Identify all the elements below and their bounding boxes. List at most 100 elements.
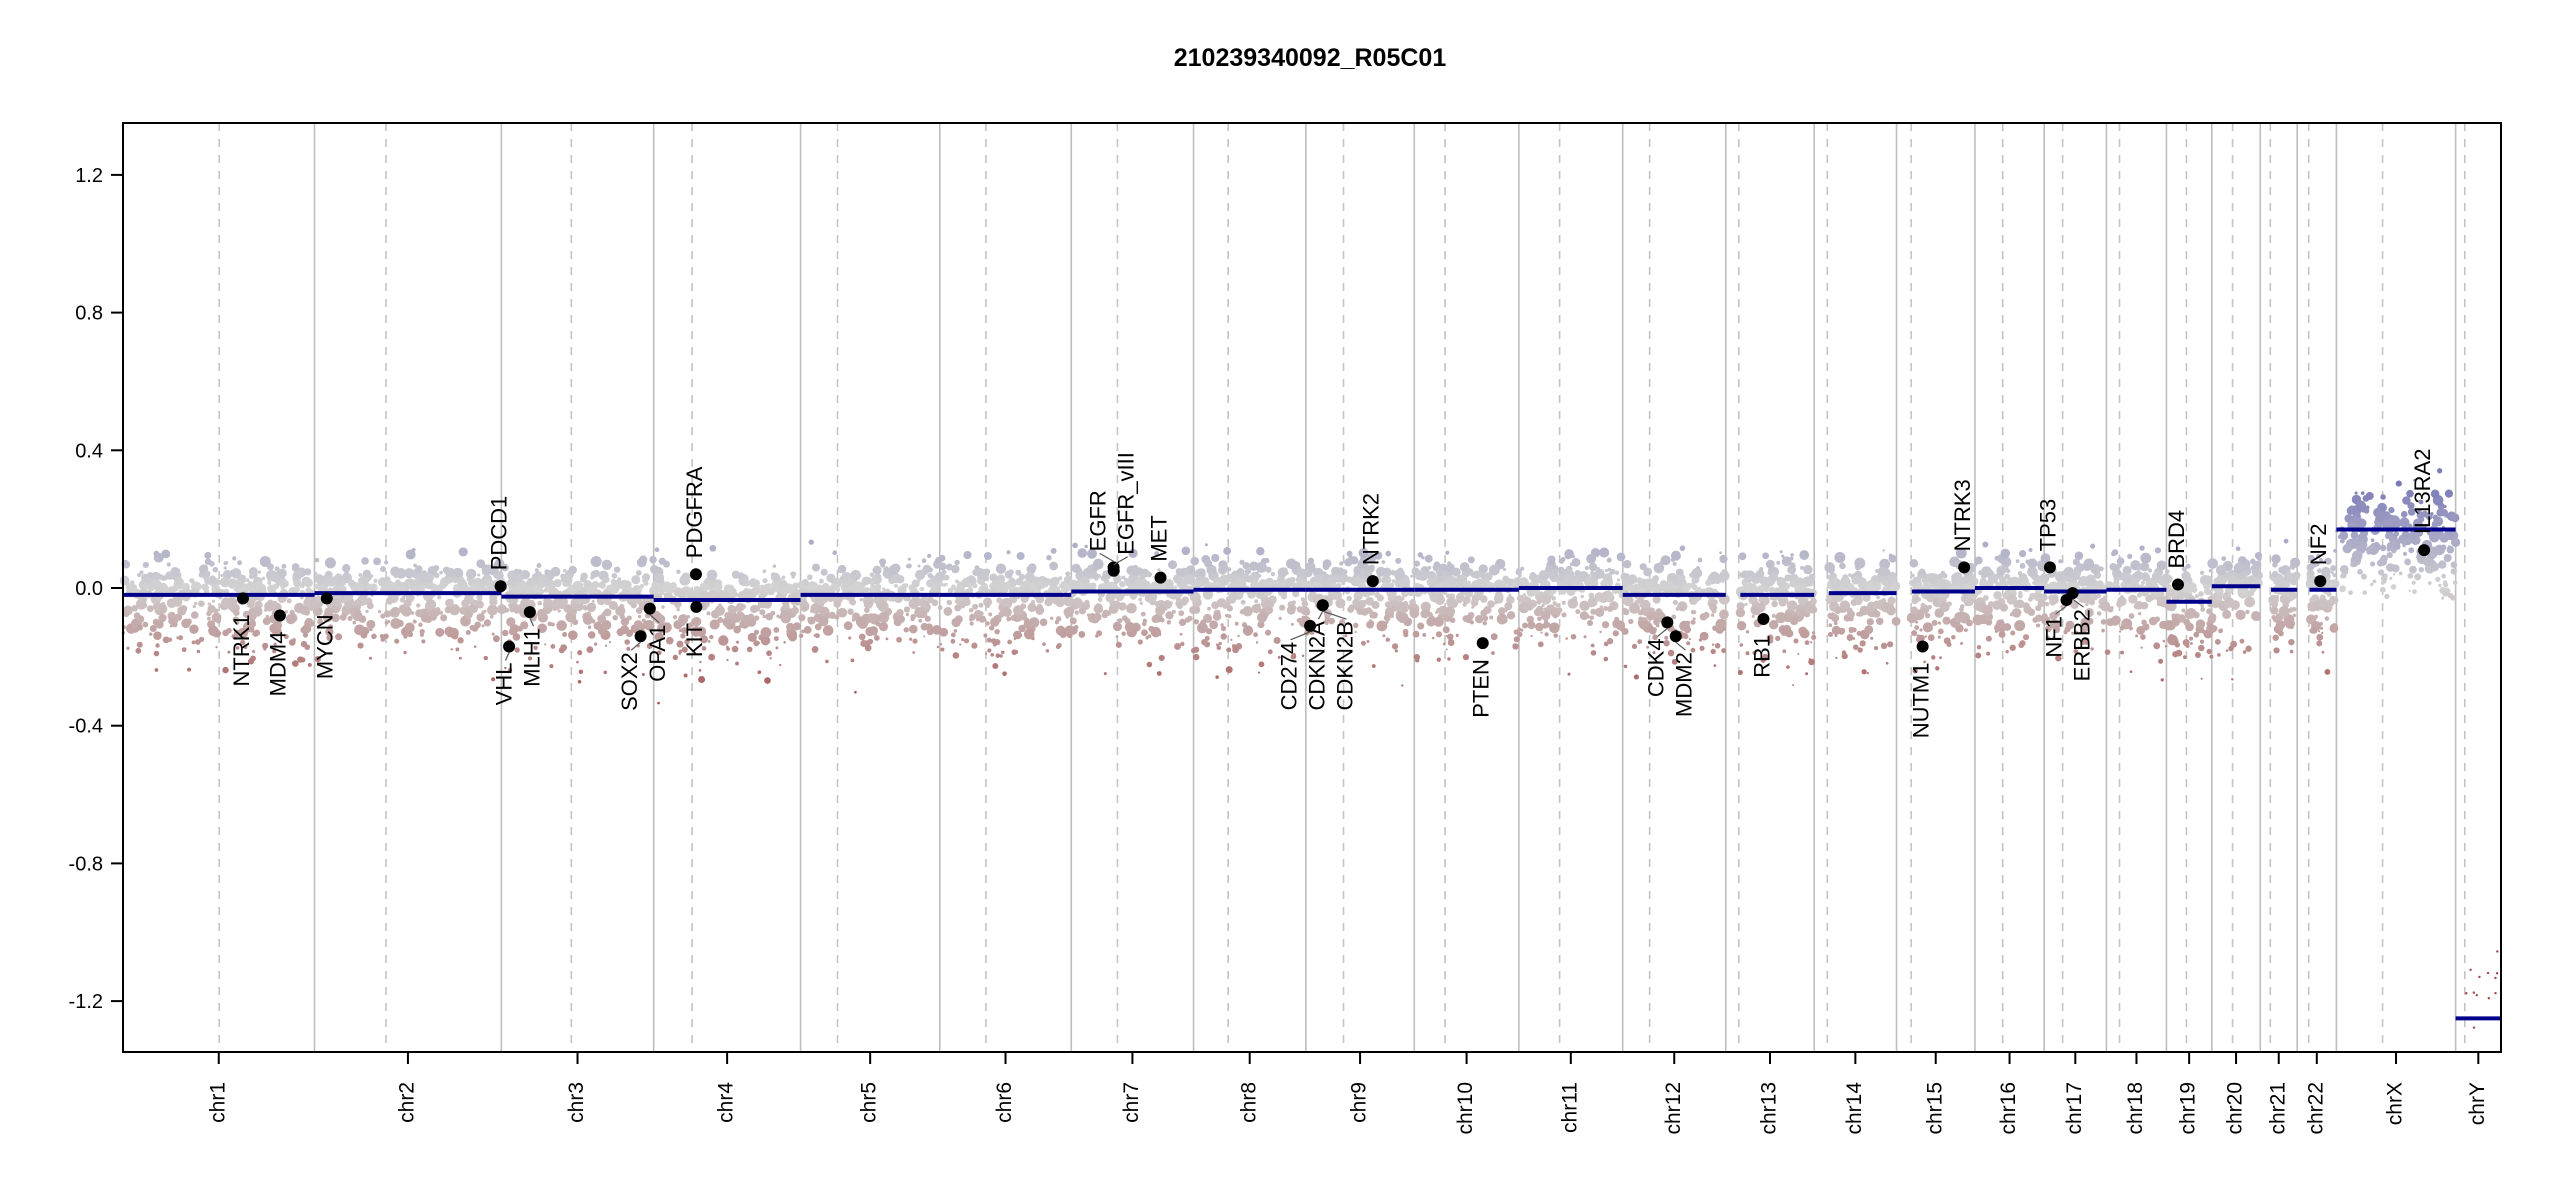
probe-point [2495, 972, 2499, 975]
probe-point [676, 607, 680, 612]
probe-point [352, 620, 356, 625]
probe-point [754, 605, 760, 612]
probe-point [2225, 649, 2229, 652]
gene-label: NF1 [2041, 616, 2066, 658]
probe-point [2199, 570, 2205, 576]
probe-point [1488, 564, 1500, 576]
probe-point [220, 573, 224, 577]
probe-point [508, 586, 513, 590]
probe-point [2231, 678, 2234, 681]
x-tick-label: chrY [2466, 1082, 2489, 1125]
probe-point [1584, 571, 1588, 576]
probe-point [972, 583, 978, 589]
probe-point [169, 624, 173, 628]
probe-point [1200, 619, 1207, 626]
probe-point [995, 653, 1001, 658]
probe-point [1939, 656, 1942, 660]
probe-point [766, 650, 772, 657]
probe-point [458, 547, 468, 557]
probe-point [2388, 506, 2395, 514]
probe-point [869, 584, 879, 594]
probe-point [624, 639, 630, 645]
probe-point [1413, 653, 1421, 661]
probe-point [1194, 572, 1199, 577]
x-tick-label: chr18 [2124, 1082, 2147, 1135]
probe-point [1219, 574, 1230, 586]
probe-point [1165, 611, 1174, 620]
probe-point [1958, 607, 1964, 613]
probe-point [444, 606, 452, 614]
probe-point [1211, 601, 1220, 610]
probe-point [1946, 601, 1952, 607]
probe-point [1808, 658, 1815, 666]
probe-point [2208, 613, 2217, 622]
probe-point [191, 640, 196, 645]
probe-point [201, 583, 208, 590]
probe-point [1672, 600, 1678, 606]
probe-point [753, 629, 760, 635]
probe-point [266, 618, 271, 623]
probe-point [2326, 591, 2332, 597]
probe-point [1069, 617, 1077, 625]
gene-point [2314, 575, 2327, 588]
probe-point [998, 588, 1002, 593]
probe-point [1192, 605, 1201, 614]
gene-label: KIT [682, 623, 707, 657]
probe-point [2447, 545, 2451, 549]
probe-point [1120, 594, 1125, 598]
probe-point [165, 571, 174, 580]
probe-point [1942, 616, 1951, 625]
probe-point [2444, 512, 2450, 518]
probe-point [1240, 599, 1246, 605]
probe-point [208, 560, 215, 567]
probe-point [1786, 600, 1798, 611]
probe-point [2494, 976, 2497, 980]
probe-point [2177, 591, 2186, 600]
probe-point [992, 662, 999, 669]
probe-point [1686, 641, 1691, 646]
probe-point [1400, 596, 1405, 601]
probe-point [2465, 992, 2468, 995]
probe-point [718, 635, 729, 646]
x-tick-label: chr15 [1923, 1082, 1946, 1135]
gene-point [503, 640, 516, 653]
probe-point [1776, 560, 1781, 565]
probe-point [2111, 551, 2117, 557]
probe-point [138, 596, 144, 602]
probe-point [2096, 611, 2102, 616]
probe-point [314, 656, 321, 663]
probe-point [233, 579, 244, 590]
probe-point [1557, 607, 1563, 613]
probe-point [212, 566, 219, 573]
probe-point [770, 610, 776, 616]
x-tick-label: chr17 [2063, 1082, 2086, 1135]
probe-point [1403, 608, 1408, 613]
probe-point [2028, 547, 2033, 552]
probe-point [1145, 636, 1149, 640]
probe-point [1446, 597, 1456, 608]
probe-point [1765, 559, 1775, 569]
probe-point [2278, 606, 2290, 618]
probe-point [501, 563, 509, 572]
probe-point [476, 559, 486, 569]
probe-point [561, 646, 565, 650]
probe-point [1841, 603, 1846, 608]
probe-point [1216, 609, 1220, 614]
probe-point [146, 605, 154, 613]
probe-point [1403, 632, 1409, 638]
probe-point [315, 595, 322, 602]
probe-point [1540, 631, 1543, 634]
probe-point [1604, 568, 1609, 573]
x-tick-label: chr22 [2304, 1082, 2327, 1135]
probe-point [1322, 559, 1332, 569]
probe-point [1189, 592, 1199, 602]
gene-point [1757, 612, 1770, 625]
probe-point [410, 611, 415, 615]
probe-point [589, 587, 597, 595]
probe-point [373, 557, 381, 566]
gene-label: ERBB2 [2069, 609, 2094, 681]
probe-point [2210, 625, 2218, 633]
probe-point [1234, 621, 1239, 626]
probe-point [832, 550, 838, 556]
probe-point [985, 621, 990, 626]
